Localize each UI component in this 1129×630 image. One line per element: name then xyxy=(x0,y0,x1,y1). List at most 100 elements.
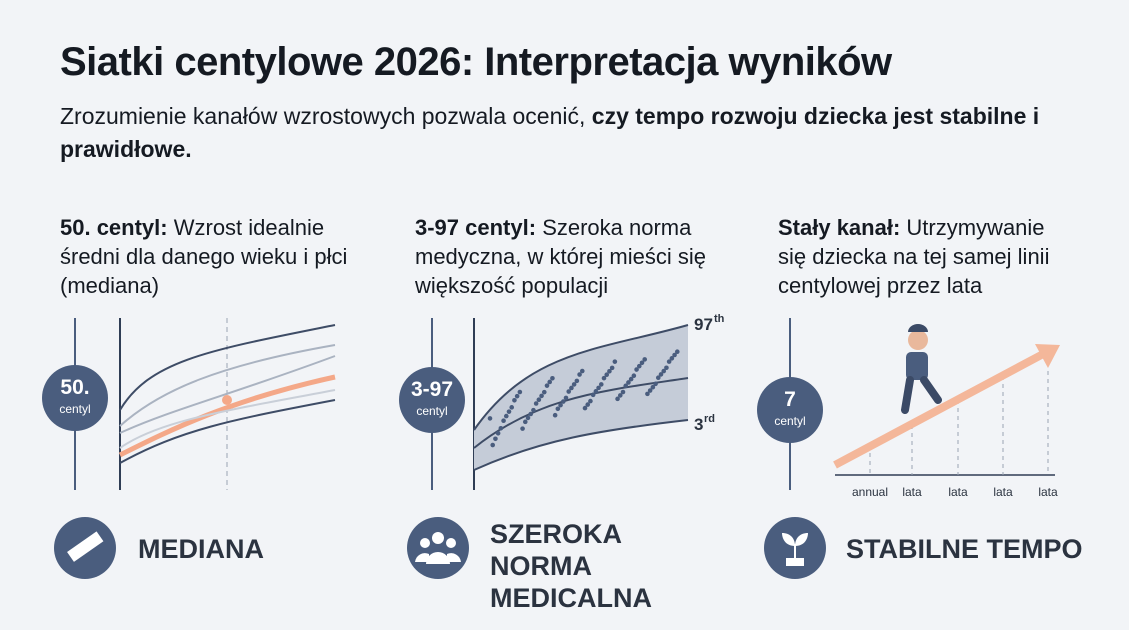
footer-label: STABILNE TEMPO xyxy=(846,534,1083,564)
scatter-dot xyxy=(590,392,596,398)
scatter-dot xyxy=(669,356,675,361)
panel-lead: 50. centyl: xyxy=(60,215,168,240)
percentile-label: 3 xyxy=(694,415,703,434)
scatter-dot xyxy=(631,373,637,378)
scatter-dot xyxy=(674,349,680,355)
scatter-dot xyxy=(623,383,629,389)
scatter-dot xyxy=(626,380,631,385)
scatter-dot xyxy=(647,388,653,393)
scatter-dot xyxy=(650,384,656,390)
scatter-dot xyxy=(596,385,601,391)
scatter-dot xyxy=(604,372,610,378)
scatter-dot xyxy=(503,413,509,419)
scatter-dot xyxy=(612,359,618,364)
badge-sub: centyl xyxy=(774,414,805,428)
scatter-dot xyxy=(512,398,517,403)
scatter-dot xyxy=(552,412,558,418)
panel-lead: Stały kanał: xyxy=(778,215,901,240)
scatter-dot xyxy=(588,398,593,404)
scatter-dot xyxy=(609,365,615,371)
scatter-dot xyxy=(522,419,528,425)
panel-text: Stały kanał: Utrzymywanie się dziecka na… xyxy=(778,213,1078,300)
footer-label: SZEROKA NORMA MEDICALNA xyxy=(490,519,652,613)
subtitle: Zrozumienie kanałów wzrostowych pozwala … xyxy=(60,100,1060,166)
scatter-dot xyxy=(582,405,588,411)
scatter-dot xyxy=(639,360,645,366)
badge-value: 3-97 xyxy=(411,378,453,401)
scatter-dot xyxy=(672,352,677,358)
panel-text: 3-97 centyl: Szeroka norma medyczna, w k… xyxy=(415,213,735,300)
percentile-label: 97 xyxy=(694,315,713,334)
panel-lead: 3-97 centyl: xyxy=(415,215,537,240)
x-label: lata xyxy=(1038,485,1058,499)
scatter-dot xyxy=(598,382,604,387)
badge-sub: centyl xyxy=(416,404,447,418)
scatter-dot xyxy=(655,375,661,381)
scatter-dot xyxy=(577,372,582,377)
scatter-dot xyxy=(615,396,620,402)
scatter-dot xyxy=(558,402,563,408)
scatter-dot xyxy=(560,399,566,404)
scatter-dot xyxy=(571,382,577,387)
x-label: annual xyxy=(852,485,888,499)
scatter-dot xyxy=(620,389,626,395)
scatter-dot xyxy=(520,426,525,431)
scatter-dot xyxy=(664,365,669,371)
scatter-dot xyxy=(541,389,547,395)
badge-value: 50. xyxy=(60,376,89,399)
panel-desc: Wzrost idealnie średni dla danego wieku … xyxy=(60,215,348,298)
subtitle-bold: czy tempo rozwoju dziecka jest stabilne … xyxy=(60,103,1040,162)
scatter-dot xyxy=(566,389,572,394)
scatter-dot xyxy=(628,376,634,382)
scatter-dot xyxy=(528,411,534,417)
scatter-dot xyxy=(495,431,501,436)
x-label: lata xyxy=(993,485,1013,499)
subtitle-plain: Zrozumienie kanałów wzrostowych pozwala … xyxy=(60,103,586,129)
scatter-dot xyxy=(636,363,642,369)
scatter-dot xyxy=(617,393,623,398)
scatter-dot xyxy=(490,442,496,448)
scatter-dot xyxy=(574,378,580,384)
scatter-dot xyxy=(544,383,550,388)
scatter-dot xyxy=(487,416,493,421)
scatter-dot xyxy=(601,375,607,381)
scatter-dot xyxy=(555,406,561,412)
scatter-dot xyxy=(501,418,506,423)
x-label: lata xyxy=(902,485,922,499)
scatter-dot xyxy=(509,405,515,410)
panel-text: 50. centyl: Wzrost idealnie średni dla d… xyxy=(60,213,360,300)
scatter-dot xyxy=(666,359,672,364)
scatter-dot xyxy=(550,375,555,381)
scatter-dot xyxy=(653,381,658,387)
scatter-dot xyxy=(579,368,585,374)
scatter-dot xyxy=(607,369,612,374)
scatter-dot xyxy=(661,368,667,374)
panel-desc: Utrzymywanie się dziecka na tej samej li… xyxy=(778,215,1050,298)
panel-desc: Szeroka norma medyczna, w której mieści … xyxy=(415,215,706,298)
scatter-dot xyxy=(498,425,504,431)
scatter-dot xyxy=(517,389,523,395)
x-label: lata xyxy=(948,485,968,499)
scatter-dot xyxy=(536,397,542,403)
percentile-suffix: th xyxy=(714,313,725,325)
percentile-suffix: rd xyxy=(704,413,715,425)
scatter-dot xyxy=(539,393,544,399)
footer-label: MEDIANA xyxy=(138,534,264,564)
scatter-dot xyxy=(585,402,591,407)
scatter-dot xyxy=(593,389,599,394)
scatter-dot xyxy=(547,379,553,385)
scatter-dot xyxy=(642,357,648,362)
scatter-dot xyxy=(493,436,498,442)
scatter-dot xyxy=(645,391,650,397)
scatter-dot xyxy=(514,393,520,399)
scatter-dot xyxy=(525,415,531,421)
scatter-dot xyxy=(533,401,539,406)
badge-sub: centyl xyxy=(59,402,90,416)
scatter-dot xyxy=(634,367,639,372)
scatter-dot xyxy=(506,409,512,414)
badge-value: 7 xyxy=(784,388,796,411)
title: Siatki centylowe 2026: Interpretacja wyn… xyxy=(60,40,892,84)
scatter-dot xyxy=(563,395,569,401)
